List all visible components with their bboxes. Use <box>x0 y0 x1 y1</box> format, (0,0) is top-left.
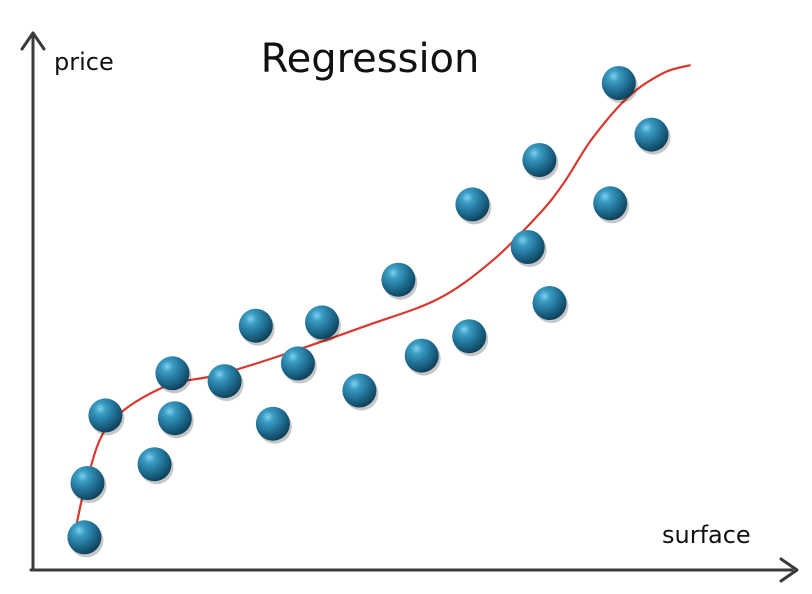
data-point-marker <box>510 230 545 264</box>
data-point <box>634 117 671 155</box>
data-point <box>305 305 341 343</box>
data-point-marker <box>67 520 102 555</box>
data-point <box>455 187 492 225</box>
data-point <box>510 230 547 267</box>
y-axis-label: price <box>54 48 114 76</box>
data-point-marker <box>305 305 339 340</box>
data-point-marker <box>634 117 669 152</box>
data-point <box>532 286 569 323</box>
y-axis-arrow-icon <box>20 31 46 51</box>
regression-curve <box>74 64 691 530</box>
data-point-marker <box>70 466 105 500</box>
data-point-marker <box>381 262 416 297</box>
data-point <box>404 338 441 376</box>
data-point-marker <box>157 401 192 436</box>
data-point-marker <box>601 66 636 100</box>
data-point <box>452 319 489 357</box>
data-points-layer <box>67 66 671 558</box>
data-point <box>238 308 275 346</box>
data-point <box>280 346 317 384</box>
data-point-marker <box>137 447 172 482</box>
data-point <box>70 466 107 503</box>
data-point <box>157 401 194 439</box>
data-point-marker <box>342 373 377 408</box>
x-axis-label: surface <box>662 521 751 549</box>
data-point <box>381 262 418 300</box>
data-point-marker <box>255 406 290 441</box>
data-point <box>593 186 630 224</box>
data-point <box>207 364 244 402</box>
data-point-marker <box>452 319 487 354</box>
data-point <box>522 143 559 180</box>
data-point-marker <box>404 338 439 373</box>
regression-curve-layer <box>74 64 691 530</box>
data-point <box>342 373 379 411</box>
data-point <box>601 66 638 103</box>
data-point <box>137 447 174 485</box>
data-point-marker <box>207 364 242 399</box>
data-point <box>67 520 104 558</box>
data-point-marker <box>593 186 628 221</box>
data-point-marker <box>532 286 567 320</box>
data-point <box>255 406 292 444</box>
data-point-marker <box>155 356 190 391</box>
chart-title: Regression <box>261 36 480 82</box>
data-point <box>155 356 192 394</box>
x-axis-arrow-icon <box>779 557 799 583</box>
data-point-marker <box>280 346 315 381</box>
data-point-marker <box>88 398 123 433</box>
data-point <box>88 398 125 436</box>
data-point-marker <box>238 308 273 343</box>
data-point-marker <box>455 187 490 222</box>
data-point-marker <box>522 143 557 177</box>
